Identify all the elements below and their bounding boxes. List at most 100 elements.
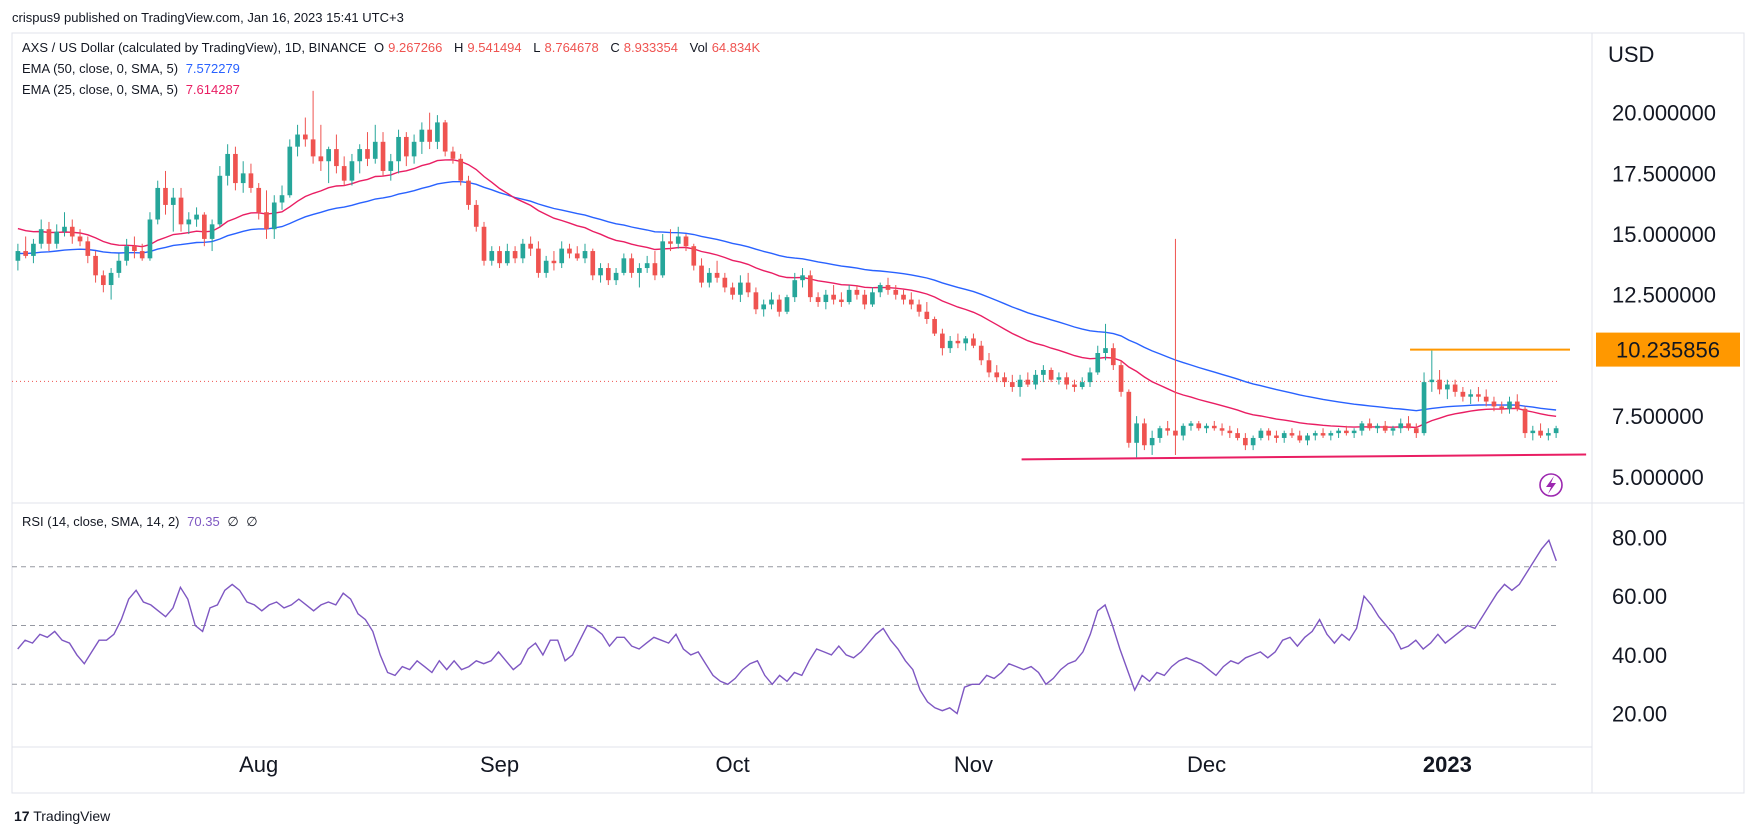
candle xyxy=(481,221,487,266)
candle-body xyxy=(1165,428,1171,431)
candle xyxy=(419,122,425,154)
candle-body xyxy=(240,173,246,184)
candle-body xyxy=(1219,428,1225,431)
candle xyxy=(846,285,852,305)
candle xyxy=(217,166,223,227)
candle-body xyxy=(1336,430,1341,434)
candle-body xyxy=(730,287,735,295)
candle-body xyxy=(885,285,891,290)
candle xyxy=(194,207,199,227)
candle-body xyxy=(473,204,479,227)
candle xyxy=(598,263,603,283)
time-tick-label: 2023 xyxy=(1423,752,1472,777)
candle xyxy=(1266,428,1271,441)
candle xyxy=(1142,418,1147,451)
support-line[interactable] xyxy=(1021,453,1587,461)
candle-body xyxy=(1149,437,1155,446)
candle xyxy=(1157,425,1163,443)
candle xyxy=(730,282,735,300)
candle-body xyxy=(559,248,565,264)
candle xyxy=(1196,420,1202,431)
candle-body xyxy=(101,275,106,286)
candle xyxy=(1095,345,1101,375)
candle xyxy=(1219,423,1225,436)
candle xyxy=(776,294,782,317)
candle-body xyxy=(1118,365,1124,392)
price-tick-label: 12.500000 xyxy=(1612,283,1716,308)
candle-body xyxy=(947,340,953,349)
candle xyxy=(536,241,541,278)
candle xyxy=(567,243,572,259)
candle xyxy=(784,294,790,315)
candle xyxy=(1437,369,1442,395)
candle xyxy=(831,285,836,305)
tradingview-brand: TradingView xyxy=(33,808,111,824)
candle xyxy=(637,263,642,288)
candle-body xyxy=(1530,430,1536,434)
candle-body xyxy=(62,226,67,232)
candle-body xyxy=(1002,377,1007,383)
candle xyxy=(1048,367,1054,383)
candle-body xyxy=(590,251,596,276)
candle-body xyxy=(124,246,129,261)
rsi-tick-label: 80.00 xyxy=(1612,525,1667,550)
legend-high: H 9.541494 xyxy=(454,40,522,55)
price-axis-unit: USD xyxy=(1608,42,1654,67)
candle-body xyxy=(1421,382,1427,434)
candle-body xyxy=(1468,394,1473,397)
candle xyxy=(38,219,44,249)
candle xyxy=(427,112,432,150)
candle xyxy=(551,251,557,271)
candle-body xyxy=(800,275,805,281)
candle xyxy=(745,272,751,298)
candle-body xyxy=(908,299,914,305)
candle xyxy=(1227,425,1233,438)
candle-body xyxy=(248,173,254,188)
lightning-icon[interactable] xyxy=(1539,473,1563,497)
candle-body xyxy=(761,304,767,310)
candle xyxy=(1235,428,1240,441)
candle-body xyxy=(1243,437,1248,446)
candle xyxy=(1258,428,1264,441)
candle xyxy=(675,226,681,249)
candle xyxy=(839,292,844,307)
candle xyxy=(1507,396,1512,414)
candle xyxy=(1204,423,1209,434)
candle xyxy=(1064,372,1070,390)
candle xyxy=(1429,350,1435,392)
candle xyxy=(225,144,230,186)
price-tick-label: 7.500000 xyxy=(1612,404,1704,429)
candle xyxy=(1180,423,1186,441)
rsi-extra-2: ∅ xyxy=(246,514,258,529)
legend-close: C 8.933354 xyxy=(610,40,678,55)
candle xyxy=(932,316,937,337)
candle-body xyxy=(1507,401,1512,409)
candle-body xyxy=(823,294,829,303)
candle xyxy=(403,132,409,167)
candle-body xyxy=(675,236,681,244)
candle xyxy=(256,183,262,220)
candle xyxy=(170,187,176,232)
candle xyxy=(349,153,355,186)
candle-body xyxy=(365,149,370,159)
candle xyxy=(660,234,666,278)
candle xyxy=(1056,372,1062,385)
candle-body xyxy=(1359,423,1365,431)
candle xyxy=(1126,389,1132,448)
candle xyxy=(1297,430,1303,443)
candle-body xyxy=(380,141,386,171)
candle-body xyxy=(776,299,782,312)
candle xyxy=(1351,428,1357,438)
candle-body xyxy=(170,197,176,205)
candle-body xyxy=(877,285,883,293)
rsi-value: 70.35 xyxy=(187,514,220,529)
candle-body xyxy=(69,226,75,237)
candle xyxy=(1134,416,1139,458)
candle-body xyxy=(637,268,642,273)
candle-body xyxy=(668,241,673,244)
candle-body xyxy=(15,251,21,261)
candle xyxy=(815,292,821,307)
candle-body xyxy=(1305,435,1310,441)
candle-body xyxy=(372,141,378,159)
candle xyxy=(1553,425,1559,438)
